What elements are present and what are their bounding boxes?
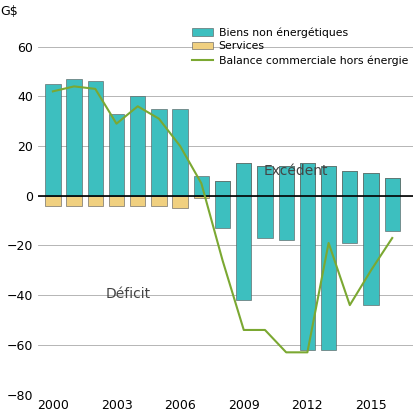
Bar [151,109,167,196]
Text: G$: G$ [0,5,18,18]
Bar [194,176,209,196]
Bar [300,163,315,196]
Bar [45,84,60,196]
Bar [236,163,251,300]
Bar [130,96,145,196]
Bar [236,163,251,196]
Bar [130,196,145,206]
Bar [109,114,124,196]
Bar [257,166,273,196]
Bar [385,178,400,231]
Bar [342,171,357,196]
Legend: Biens non énergétiques, Services, Balance commerciale hors énergie: Biens non énergétiques, Services, Balanc… [187,23,412,70]
Text: Déficit: Déficit [106,287,151,301]
Bar [257,166,273,238]
Bar [67,196,82,206]
Bar [88,82,103,196]
Bar [173,196,188,208]
Bar [215,181,230,196]
Bar [385,178,400,196]
Bar [279,166,294,240]
Bar [173,109,188,196]
Bar [300,163,315,350]
Bar [321,166,336,350]
Bar [88,196,103,206]
Bar [279,166,294,196]
Bar [363,173,379,196]
Text: Excédent: Excédent [263,164,328,178]
Bar [194,196,209,198]
Bar [363,173,379,305]
Bar [45,196,60,206]
Bar [67,79,82,196]
Bar [151,196,167,206]
Bar [342,171,357,243]
Bar [215,181,230,228]
Bar [109,196,124,206]
Bar [321,166,336,196]
